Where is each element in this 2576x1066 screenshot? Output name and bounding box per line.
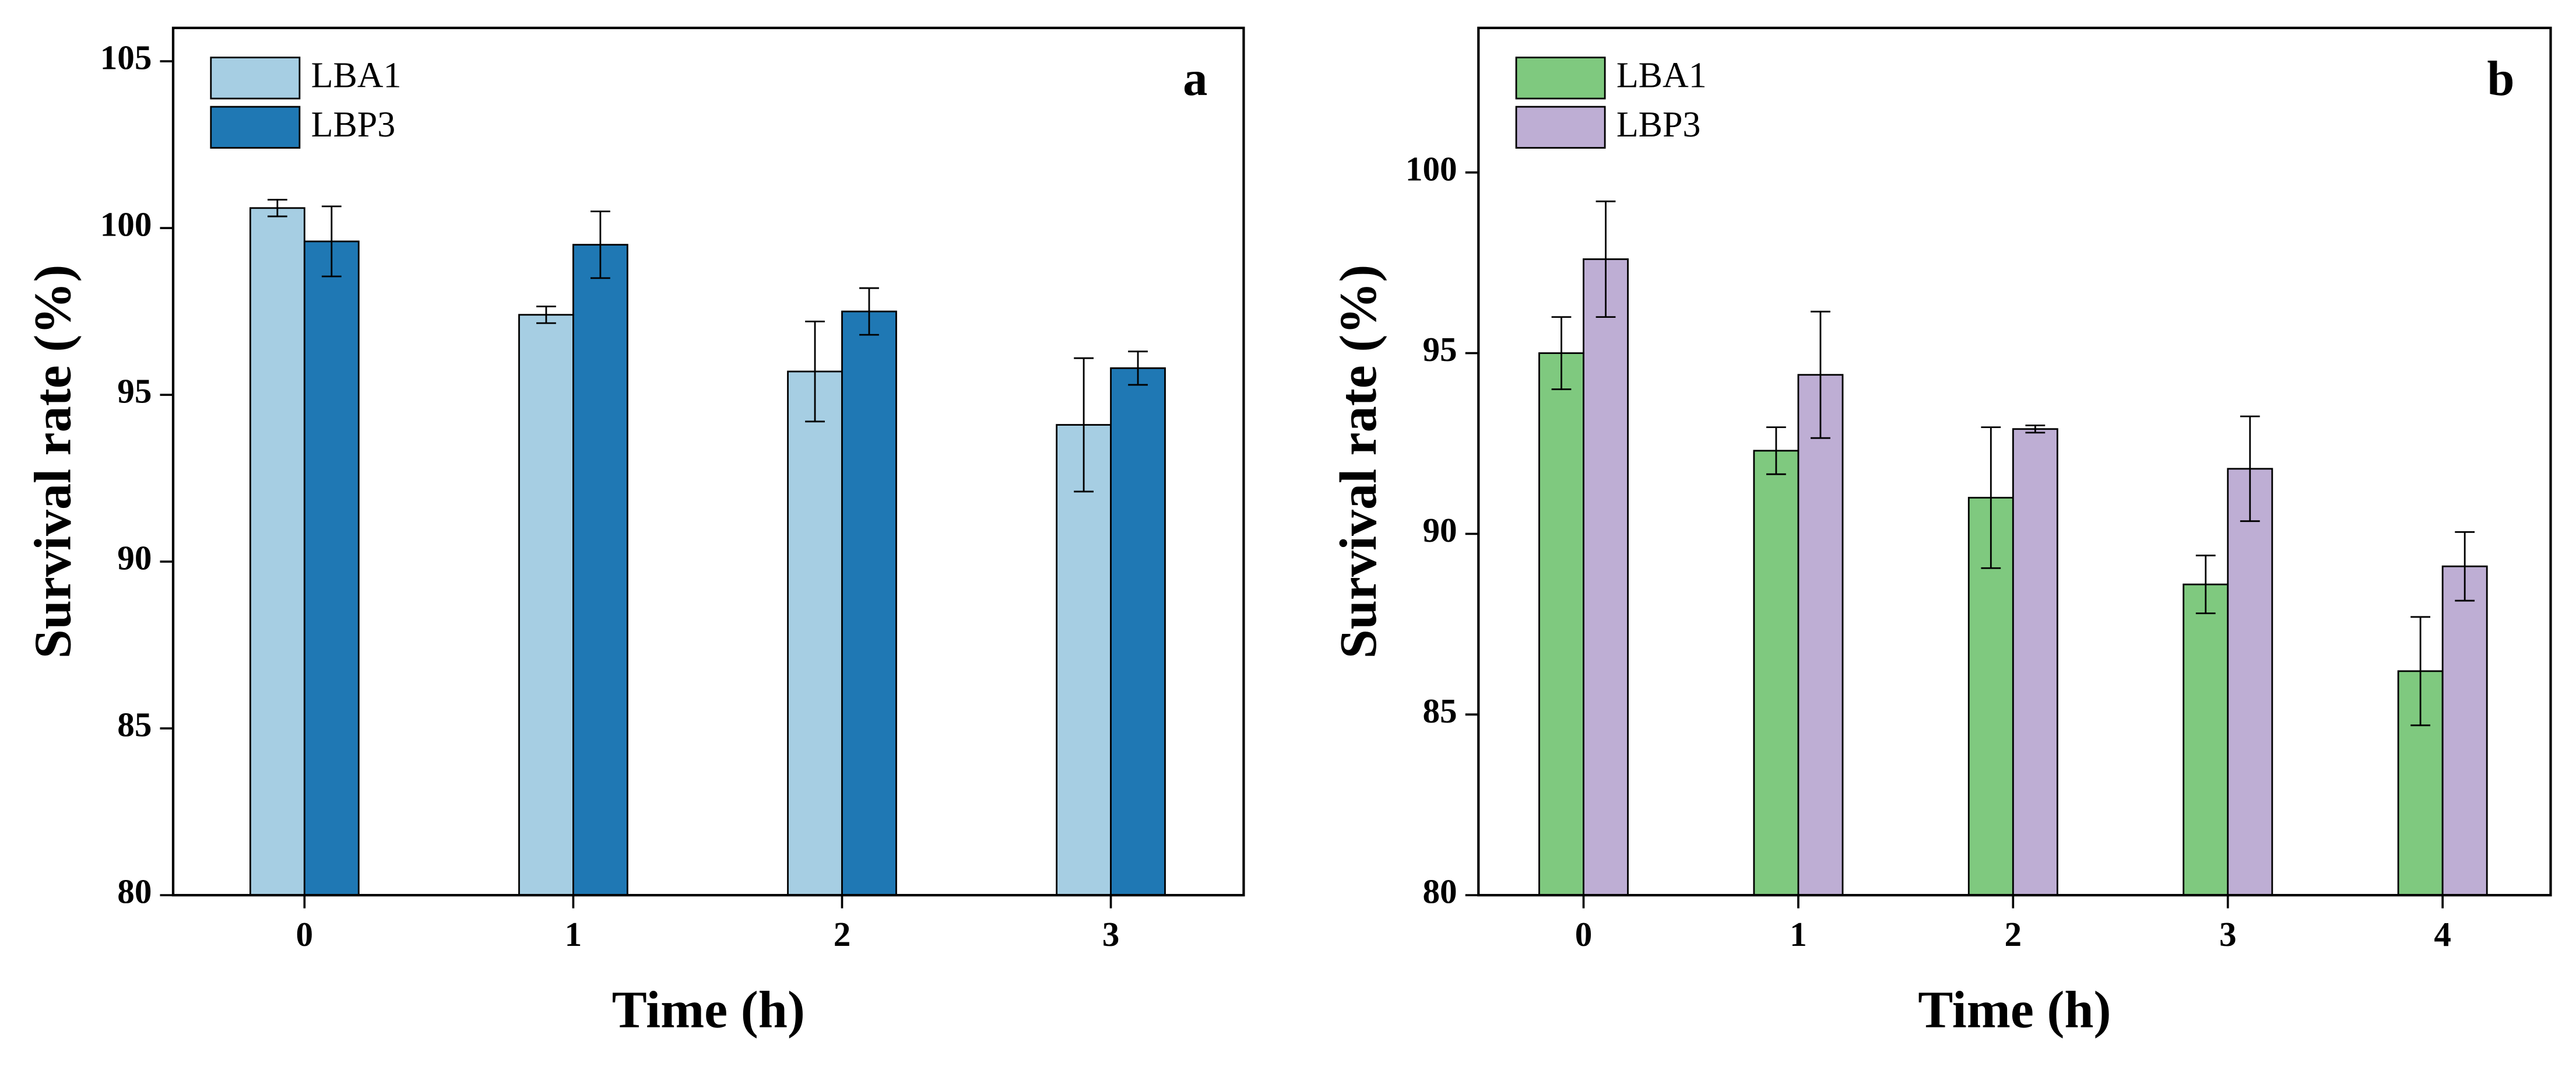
error-bar — [2240, 415, 2260, 523]
y-tick-label: 100 — [1405, 149, 1457, 188]
error-bar — [1595, 200, 1616, 318]
error-bar — [2410, 616, 2431, 727]
bar — [787, 370, 843, 896]
bar — [572, 244, 628, 896]
y-tick-label: 85 — [117, 706, 152, 744]
legend-swatch — [210, 106, 301, 149]
y-tick-label: 90 — [1422, 511, 1457, 549]
x-tick-label: 0 — [296, 915, 314, 953]
error-bar — [1551, 316, 1572, 390]
x-tick-label: 0 — [1575, 915, 1593, 953]
panel-label: a — [1183, 52, 1207, 106]
legend-swatch — [1515, 106, 1606, 149]
bar — [2183, 583, 2229, 896]
error-bar — [321, 205, 342, 278]
error-bar — [1074, 357, 1094, 493]
error-bar — [1128, 350, 1148, 386]
x-tick-label: 3 — [1102, 915, 1120, 953]
bar — [1753, 450, 1800, 896]
bar — [2012, 428, 2058, 896]
bar — [841, 310, 897, 896]
x-tick-label: 4 — [2434, 915, 2451, 953]
bar — [518, 314, 574, 896]
panel-label: b — [2487, 52, 2515, 106]
x-tick-label: 1 — [565, 915, 582, 953]
legend-swatch — [210, 57, 301, 100]
y-tick-label: 80 — [1422, 872, 1457, 911]
bar — [1056, 424, 1112, 896]
error-bar — [859, 287, 879, 336]
y-tick-label: 100 — [100, 205, 152, 244]
bar — [2441, 565, 2488, 896]
legend-label: LBP3 — [1616, 105, 1701, 145]
x-tick-label: 2 — [2005, 915, 2022, 953]
error-bar — [2455, 531, 2475, 602]
error-bar — [2025, 425, 2046, 434]
x-tick-label: 1 — [1790, 915, 1807, 953]
y-tick-label: 95 — [1422, 330, 1457, 369]
y-tick-label: 105 — [100, 38, 152, 77]
x-axis-label: Time (h) — [612, 981, 805, 1039]
plot-frame — [171, 26, 1245, 897]
legend-label: LBP3 — [311, 105, 396, 145]
error-bar — [1766, 426, 1786, 475]
x-axis-label: Time (h) — [1918, 981, 2111, 1039]
bar — [1583, 258, 1629, 896]
legend-label: LBA1 — [311, 55, 402, 95]
error-bar — [1981, 426, 2001, 569]
bar — [1797, 374, 1844, 896]
y-axis-label: Survival rate (%) — [1330, 265, 1387, 659]
bar — [303, 240, 360, 896]
bar — [2227, 468, 2273, 896]
error-bar — [1811, 310, 1830, 439]
error-bar — [536, 306, 556, 324]
error-bar — [590, 211, 610, 279]
y-tick-label: 90 — [117, 539, 152, 577]
legend-label: LBA1 — [1616, 55, 1707, 95]
y-tick-label: 95 — [117, 372, 152, 411]
error-bar — [805, 320, 825, 423]
y-tick-label: 85 — [1422, 692, 1457, 730]
error-bar — [2195, 555, 2216, 615]
legend-swatch — [1515, 57, 1606, 100]
error-bar — [267, 199, 287, 218]
bar — [1110, 367, 1166, 896]
y-axis-label: Survival rate (%) — [24, 265, 82, 659]
x-tick-label: 2 — [834, 915, 851, 953]
plot-frame — [1477, 26, 2552, 897]
x-tick-label: 3 — [2219, 915, 2237, 953]
bar — [1538, 352, 1584, 896]
y-tick-label: 80 — [117, 872, 152, 911]
bar — [249, 207, 305, 896]
